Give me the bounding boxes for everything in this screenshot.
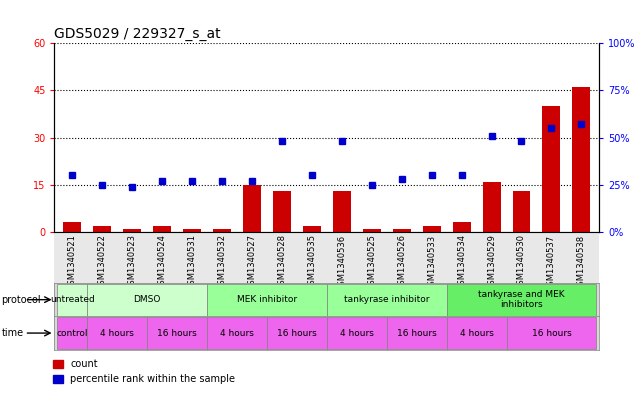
Text: GSM1340535: GSM1340535 (308, 234, 317, 290)
Text: control: control (56, 329, 88, 338)
Bar (87, 284, 207, 316)
Bar (123, 229, 141, 232)
Text: 16 hours: 16 hours (531, 329, 571, 338)
Bar (327, 284, 447, 316)
Text: GDS5029 / 229327_s_at: GDS5029 / 229327_s_at (54, 27, 221, 41)
Bar (447, 284, 596, 316)
Text: GSM1340528: GSM1340528 (278, 234, 287, 290)
Text: GSM1340524: GSM1340524 (158, 234, 167, 290)
Bar (333, 191, 351, 232)
Bar (153, 226, 171, 232)
Bar (327, 317, 387, 349)
Text: GSM1340530: GSM1340530 (517, 234, 526, 290)
Bar (267, 317, 327, 349)
Legend: count, percentile rank within the sample: count, percentile rank within the sample (53, 359, 235, 384)
Bar (542, 106, 560, 232)
Text: GSM1340522: GSM1340522 (98, 234, 107, 290)
Text: 16 hours: 16 hours (397, 329, 437, 338)
Bar (58, 284, 87, 316)
Text: GSM1340538: GSM1340538 (577, 234, 586, 290)
Text: GSM1340531: GSM1340531 (188, 234, 197, 290)
Text: untreated: untreated (50, 295, 95, 304)
Text: GSM1340536: GSM1340536 (337, 234, 346, 290)
Bar (453, 222, 470, 232)
Bar (213, 229, 231, 232)
Text: GSM1340533: GSM1340533 (427, 234, 436, 290)
Bar (422, 226, 440, 232)
Text: tankyrase and MEK
inhibitors: tankyrase and MEK inhibitors (478, 290, 565, 309)
Bar (483, 182, 501, 232)
Text: protocol: protocol (1, 295, 41, 305)
Bar (506, 317, 596, 349)
Bar (363, 229, 381, 232)
Bar (147, 317, 207, 349)
Bar (183, 229, 201, 232)
Text: GSM1340523: GSM1340523 (128, 234, 137, 290)
Bar (447, 317, 506, 349)
Bar (207, 284, 327, 316)
Text: GSM1340525: GSM1340525 (367, 234, 376, 290)
Bar (572, 87, 590, 232)
Text: GSM1340534: GSM1340534 (457, 234, 466, 290)
Text: 4 hours: 4 hours (460, 329, 494, 338)
Text: GSM1340537: GSM1340537 (547, 234, 556, 290)
Bar (513, 191, 531, 232)
Text: GSM1340529: GSM1340529 (487, 234, 496, 290)
Text: tankyrase inhibitor: tankyrase inhibitor (344, 295, 429, 304)
Bar (387, 317, 447, 349)
Bar (87, 317, 147, 349)
Text: 4 hours: 4 hours (101, 329, 135, 338)
Text: 4 hours: 4 hours (220, 329, 254, 338)
Text: 16 hours: 16 hours (157, 329, 197, 338)
Text: GSM1340532: GSM1340532 (218, 234, 227, 290)
Bar (58, 317, 87, 349)
Bar (63, 222, 81, 232)
Bar (273, 191, 291, 232)
Text: MEK inhibitor: MEK inhibitor (237, 295, 297, 304)
Bar (243, 185, 261, 232)
Text: GSM1340526: GSM1340526 (397, 234, 406, 290)
Bar (94, 226, 112, 232)
Text: 4 hours: 4 hours (340, 329, 374, 338)
Text: GSM1340527: GSM1340527 (247, 234, 256, 290)
Bar (303, 226, 321, 232)
Text: GSM1340521: GSM1340521 (68, 234, 77, 290)
Bar (393, 229, 411, 232)
Text: 16 hours: 16 hours (277, 329, 317, 338)
Bar (207, 317, 267, 349)
Text: time: time (1, 328, 24, 338)
Text: DMSO: DMSO (133, 295, 161, 304)
